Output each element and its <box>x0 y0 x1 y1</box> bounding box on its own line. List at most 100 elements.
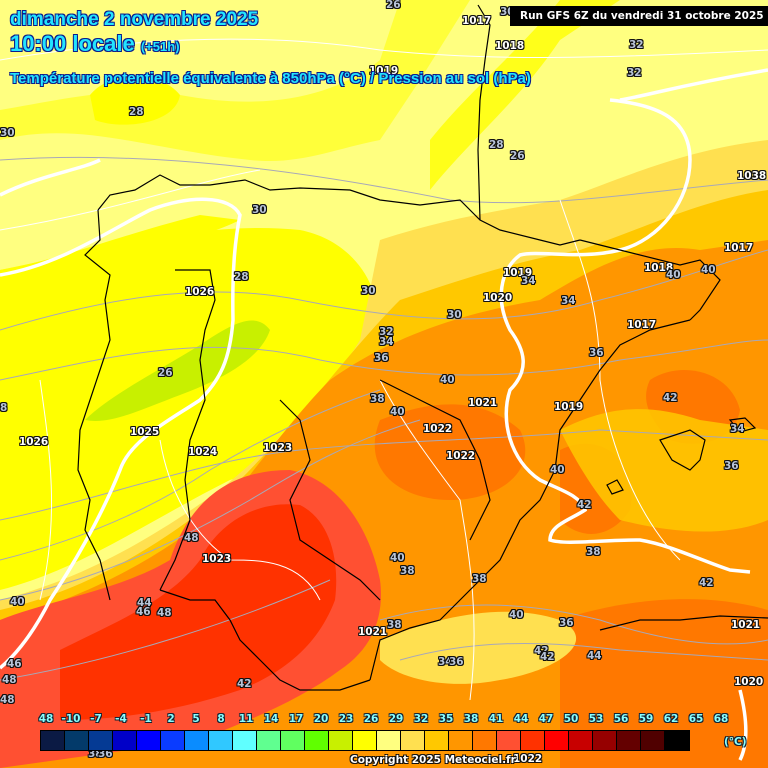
pressure-label: 1025 <box>130 426 160 438</box>
legend-tick: 53 <box>588 713 604 725</box>
band-yellow-blob <box>90 76 180 125</box>
legend-tick: -4 <box>115 713 127 725</box>
run-info: Run GFS 6Z du vendredi 31 octobre 2025 <box>510 6 768 26</box>
legend-swatch <box>281 731 305 750</box>
coastlines-borders <box>77 4 768 691</box>
pressure-label: 1019 <box>369 65 399 77</box>
pressure-label: 1019 <box>554 401 584 413</box>
legend-tick: 47 <box>538 713 554 725</box>
legend-tick: 32 <box>413 713 429 725</box>
legend-swatch <box>137 731 161 750</box>
temperature-label: 34 <box>379 336 394 348</box>
legend-tick: 26 <box>363 713 379 725</box>
temperature-label: 40 <box>390 552 405 564</box>
temperature-label: 42 <box>699 577 714 589</box>
temperature-label: 36 <box>559 617 574 629</box>
legend-tick: 44 <box>513 713 529 725</box>
legend-tick: 29 <box>388 713 404 725</box>
temperature-label: 28 <box>129 106 144 118</box>
temperature-label: 48 <box>157 607 172 619</box>
temperature-label: 34 <box>438 656 453 668</box>
temperature-label: 34 <box>561 295 576 307</box>
temperature-label: 32 <box>379 326 394 338</box>
temperature-label: 40 <box>666 269 681 281</box>
temperature-label: 44 <box>587 650 602 662</box>
temperature-label: 46 <box>136 606 151 618</box>
legend-swatch <box>41 731 65 750</box>
zone-yellow-atl <box>0 215 240 300</box>
temperature-label: 42 <box>534 645 549 657</box>
legend-tick: 35 <box>438 713 454 725</box>
pressure-label: 1017 <box>462 15 492 27</box>
map-subtitle: Température potentielle équivalente à 85… <box>10 70 532 88</box>
legend-tick: 14 <box>263 713 279 725</box>
legend-unit: (°C) <box>724 736 747 748</box>
pressure-label: 1018 <box>644 262 674 274</box>
legend-tick: 65 <box>688 713 704 725</box>
temperature-label: 30 <box>252 204 267 216</box>
legend-swatch <box>425 731 449 750</box>
temperature-label: 26 <box>510 150 525 162</box>
legend-swatch <box>665 731 689 750</box>
forecast-time-text: 10:00 locale <box>10 31 136 57</box>
temperature-label: 36 <box>449 656 464 668</box>
temperature-label: 8 <box>0 402 8 414</box>
legend-tick: 2 <box>167 713 175 725</box>
legend-swatch <box>233 731 257 750</box>
temperature-label: 36 <box>98 748 113 760</box>
pressure-label: 1017 <box>724 242 754 254</box>
pressure-label: 1019 <box>503 267 533 279</box>
balearic-islands <box>606 417 757 495</box>
temperature-label: 30 <box>361 285 376 297</box>
pressure-label: 1021 <box>731 619 761 631</box>
pressure-label: 1021 <box>358 626 388 638</box>
legend-tick: 38 <box>463 713 479 725</box>
temperature-label: 48 <box>0 694 15 706</box>
pressure-label: 1017 <box>627 319 657 331</box>
legend-swatch <box>257 731 281 750</box>
legend-tick: -1 <box>140 713 152 725</box>
temperature-label: 38 <box>472 573 487 585</box>
legend-swatch <box>401 731 425 750</box>
legend-tick: 59 <box>638 713 654 725</box>
temperature-label: 44 <box>137 597 152 609</box>
legend-swatch <box>377 731 401 750</box>
zone-balearic-yellow <box>560 409 768 532</box>
temperature-label: 48 <box>184 532 199 544</box>
zone-orange-3a <box>374 404 526 500</box>
legend-swatch <box>329 731 353 750</box>
pressure-label: 1022 <box>446 450 476 462</box>
temperature-label: 42 <box>577 499 592 511</box>
temperature-label: 38 <box>586 546 601 558</box>
legend-swatch <box>641 731 665 750</box>
pressure-label: 1022 <box>423 423 453 435</box>
legend-swatch <box>569 731 593 750</box>
temperature-label: 48 <box>2 674 17 686</box>
isotherm-lines <box>0 156 768 681</box>
legend-tick: -10 <box>61 713 81 725</box>
legend-swatch <box>617 731 641 750</box>
temperature-label: 30 <box>500 6 515 18</box>
pressure-label: 1038 <box>737 170 767 182</box>
temperature-label: 40 <box>509 609 524 621</box>
temperature-label: 28 <box>234 271 249 283</box>
pressure-label: 1021 <box>468 397 498 409</box>
legend-tick: 41 <box>488 713 504 725</box>
pressure-label: 1024 <box>188 446 218 458</box>
legend-swatch <box>185 731 209 750</box>
temperature-label: 28 <box>489 139 504 151</box>
legend-tick: -7 <box>90 713 102 725</box>
temperature-label: 38 <box>400 565 415 577</box>
main-isobars <box>0 68 768 761</box>
temperature-label: 40 <box>440 374 455 386</box>
temperature-label: 42 <box>540 651 555 663</box>
pressure-label: 1026 <box>185 286 215 298</box>
forecast-date: dimanche 2 novembre 2025 <box>9 9 259 31</box>
pressure-label: 1020 <box>483 292 513 304</box>
temperature-label: 40 <box>390 406 405 418</box>
temperature-label: 42 <box>237 678 252 690</box>
legend-swatch <box>209 731 233 750</box>
color-legend <box>40 730 690 751</box>
temperature-label: 42 <box>663 392 678 404</box>
legend-swatch <box>593 731 617 750</box>
